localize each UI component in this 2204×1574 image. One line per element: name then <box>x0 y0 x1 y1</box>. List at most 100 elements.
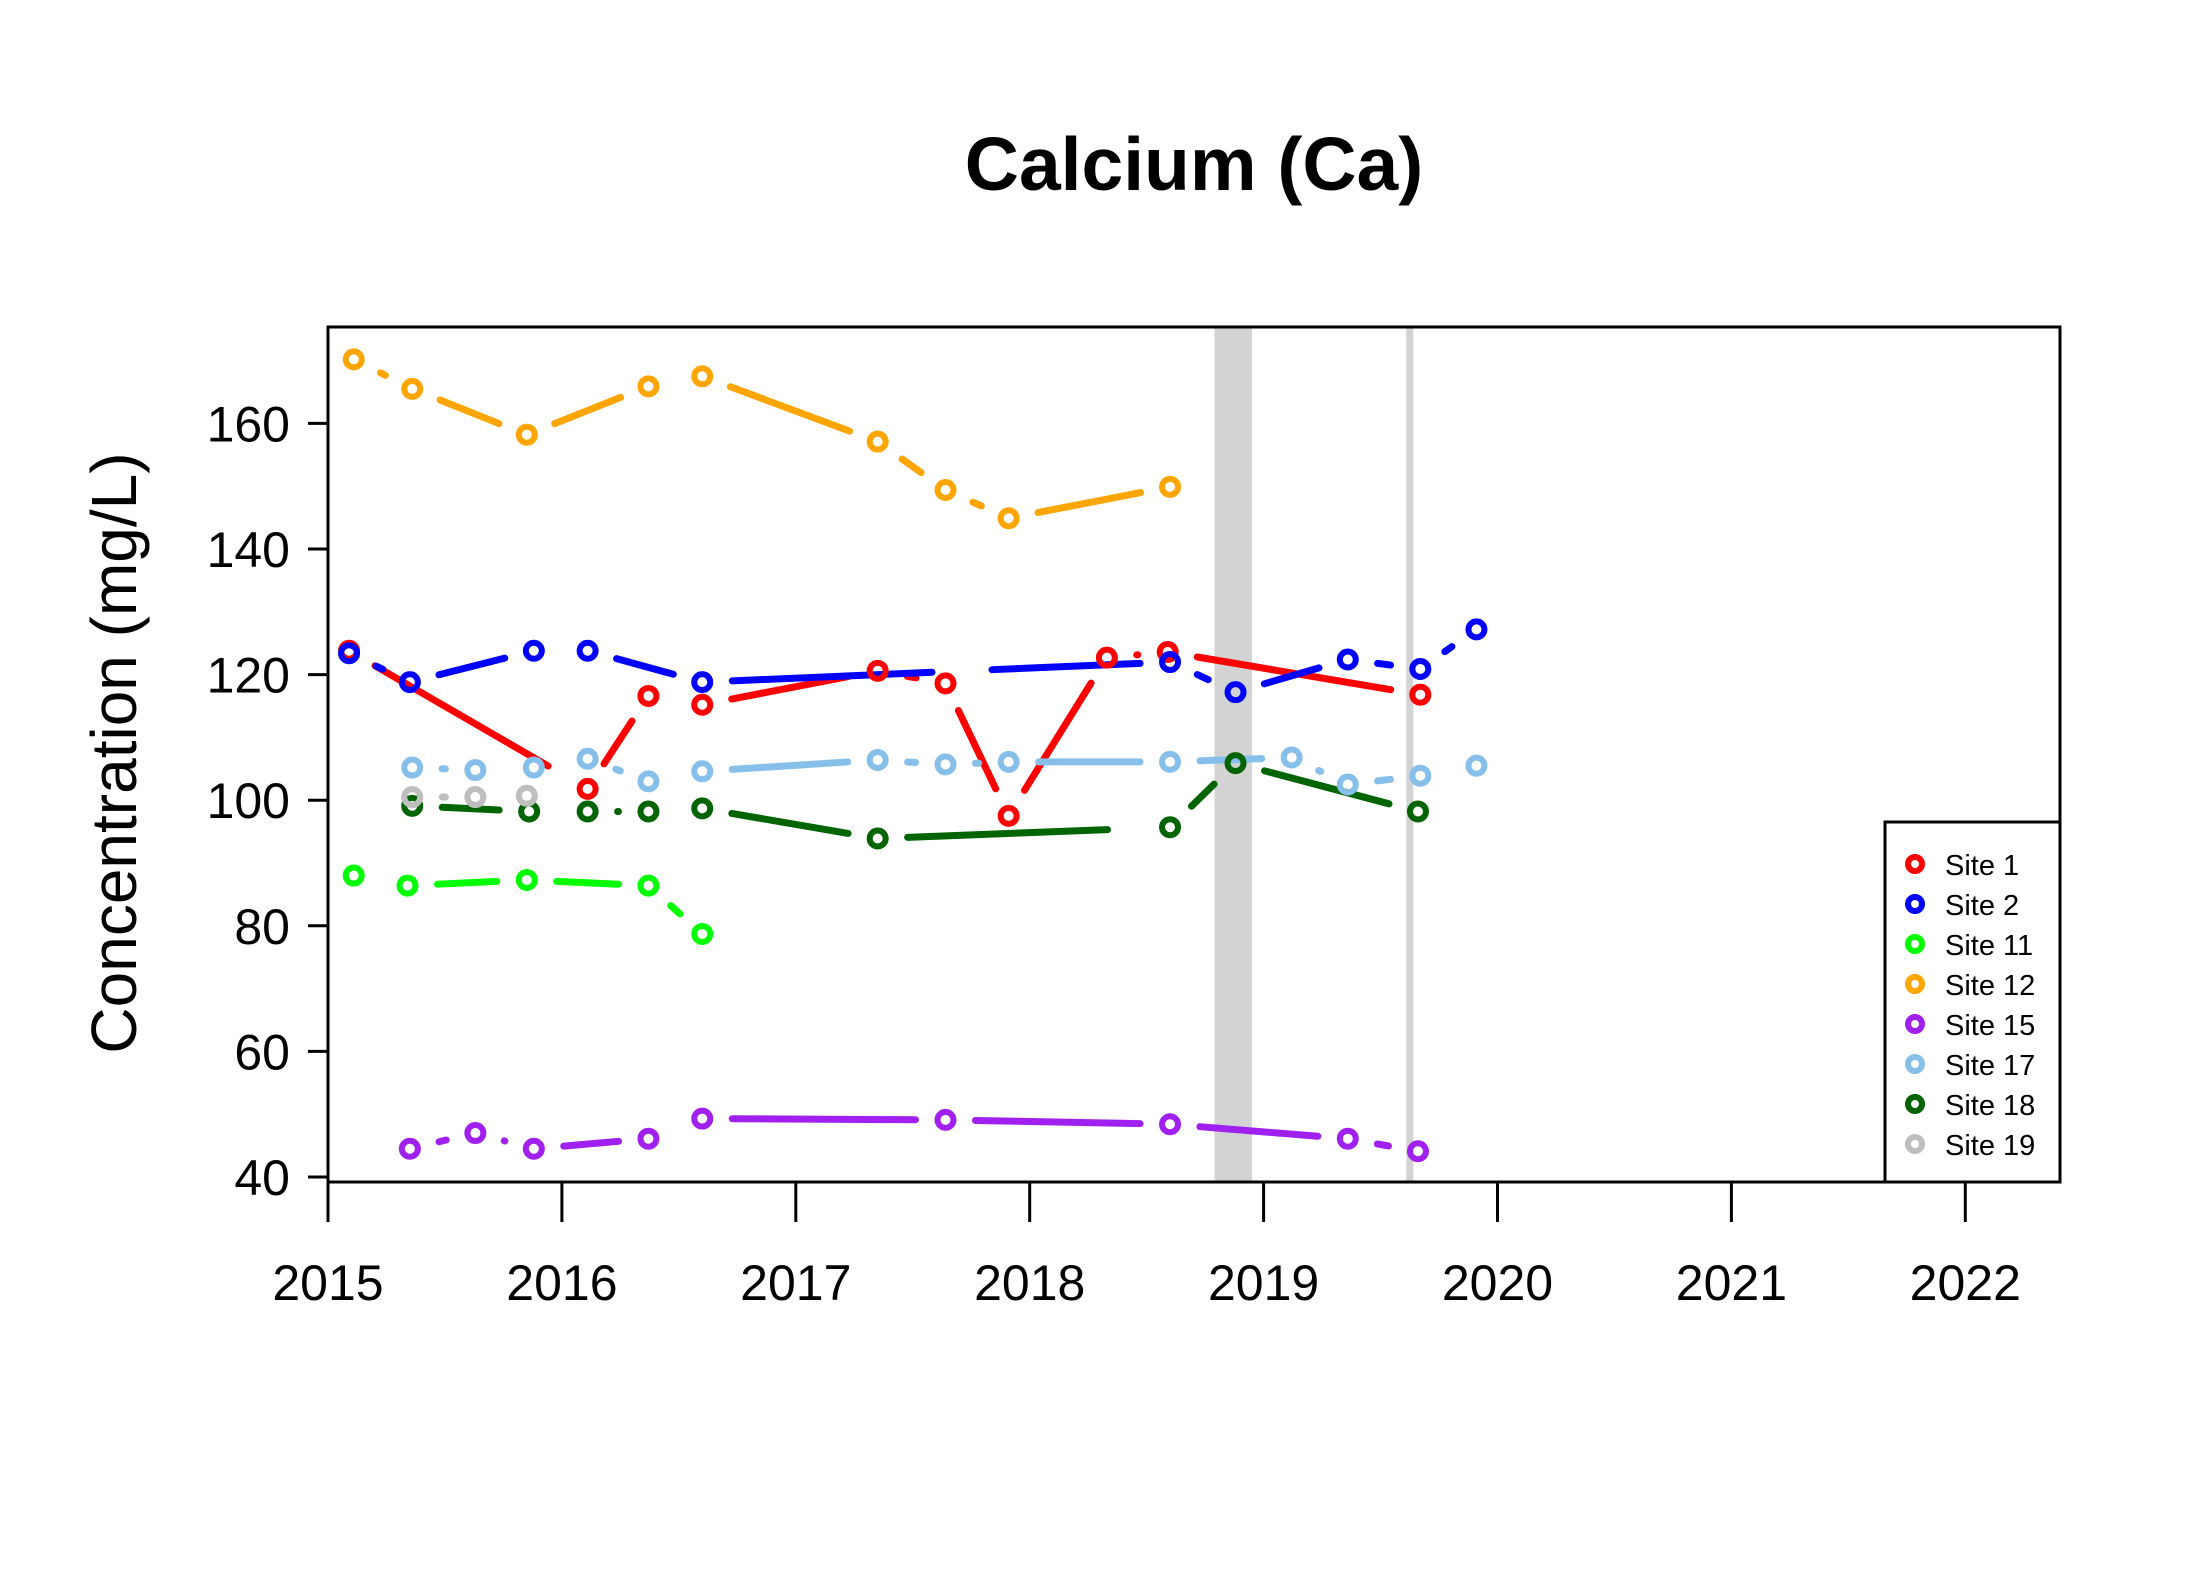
data-point <box>1280 746 1303 769</box>
series-segment <box>551 393 625 428</box>
legend-item-site-1: Site 1 <box>1905 850 2019 882</box>
x-tick-label: 2018 <box>974 1255 1085 1311</box>
data-point <box>522 639 545 662</box>
y-axis: 40 60 80 100 120 140 160 <box>207 396 330 1206</box>
y-tick-label: 80 <box>234 899 290 955</box>
data-point <box>637 770 660 793</box>
series-segment <box>1374 775 1395 785</box>
series-segment <box>726 383 854 435</box>
data-point <box>1159 475 1182 498</box>
legend-item-site-15: Site 15 <box>1905 1010 2035 1042</box>
legend-marker-icon <box>1905 1054 1925 1074</box>
legend-label: Site 1 <box>1945 850 2019 882</box>
series-segment <box>1441 643 1456 656</box>
legend-label: Site 11 <box>1945 930 2033 962</box>
data-point <box>398 1137 421 1160</box>
legend-label: Site 18 <box>1945 1090 2035 1122</box>
series-segment <box>1260 664 1323 688</box>
data-point <box>398 671 421 694</box>
series-points <box>338 348 1488 1163</box>
series-site-18 <box>438 767 1393 841</box>
x-axis: 2015 2016 2017 2018 2019 2020 2021 2022 <box>272 1180 2021 1311</box>
data-point <box>934 753 957 776</box>
series-segment <box>904 824 1144 841</box>
data-point <box>1336 773 1359 796</box>
data-point <box>401 786 424 809</box>
legend-box <box>1883 820 2062 1184</box>
series-segment <box>600 717 636 768</box>
y-axis-label: Concentration (mg/L) <box>78 452 150 1053</box>
data-point <box>401 377 424 400</box>
series-segment <box>1261 767 1393 808</box>
series-segment <box>1196 1123 1322 1140</box>
points-site-18 <box>401 752 1429 850</box>
data-point <box>1156 640 1179 663</box>
x-tick-label: 2021 <box>1676 1255 1787 1311</box>
data-point <box>515 784 538 807</box>
series-segment <box>667 902 684 918</box>
series-segment <box>904 758 920 766</box>
data-point <box>866 749 889 772</box>
series-site-11 <box>433 877 684 918</box>
chart-title: Calcium (Ca) <box>965 122 1423 206</box>
legend-marker-icon <box>1905 894 1925 914</box>
series-segment <box>969 498 985 510</box>
x-tick-label: 2019 <box>1208 1255 1319 1311</box>
data-point <box>637 800 660 823</box>
y-tick-label: 140 <box>207 522 290 578</box>
data-point <box>1409 657 1432 680</box>
legend-item-site-19: Site 19 <box>1905 1130 2035 1162</box>
points-site-19 <box>401 784 538 809</box>
series-segment <box>372 662 387 673</box>
data-point <box>338 642 361 665</box>
data-point <box>464 786 487 809</box>
series-site-1 <box>371 651 1395 794</box>
series-site-2 <box>372 643 1456 688</box>
data-point <box>1336 648 1359 671</box>
data-point <box>576 747 599 770</box>
legend-label: Site 17 <box>1945 1050 2035 1082</box>
legend-marker-icon <box>1905 1134 1925 1154</box>
legend-marker-icon <box>1905 1094 1925 1114</box>
data-point <box>691 365 714 388</box>
data-point <box>1465 754 1488 777</box>
series-segment <box>971 1116 1144 1128</box>
points-site-12 <box>342 348 1182 530</box>
series-segment <box>1187 780 1218 810</box>
data-point <box>576 800 599 823</box>
x-tick-label: 2022 <box>1910 1255 2021 1311</box>
y-tick-label: 60 <box>234 1024 290 1080</box>
series-segment <box>728 673 852 703</box>
y-tick-label: 40 <box>234 1150 290 1206</box>
x-tick-label: 2015 <box>272 1255 383 1311</box>
data-point <box>691 671 714 694</box>
data-point <box>691 760 714 783</box>
x-tick-label: 2017 <box>740 1255 851 1311</box>
data-point <box>866 659 889 682</box>
legend-item-site-18: Site 18 <box>1905 1090 2035 1122</box>
data-point <box>1406 800 1429 823</box>
legend-item-site-12: Site 12 <box>1905 970 2035 1002</box>
data-point <box>396 874 419 897</box>
data-point <box>934 672 957 695</box>
series-segment <box>553 877 622 888</box>
shaded-period-2 <box>1406 327 1414 1182</box>
points-site-17 <box>401 746 1488 796</box>
data-point <box>401 756 424 779</box>
series-segment <box>1020 679 1095 794</box>
legend-marker-icon <box>1905 1014 1925 1034</box>
data-point <box>637 684 660 707</box>
data-point <box>515 868 538 891</box>
x-tick-label: 2020 <box>1442 1255 1553 1311</box>
data-point <box>691 1107 714 1130</box>
series-lines <box>371 369 1456 1150</box>
series-segment <box>898 455 925 477</box>
data-point <box>1409 683 1432 706</box>
series-segment <box>433 877 501 888</box>
data-point <box>934 478 957 501</box>
data-point <box>464 759 487 782</box>
data-point <box>1224 681 1247 704</box>
series-segment <box>1374 659 1395 669</box>
legend-marker-icon <box>1905 934 1925 954</box>
